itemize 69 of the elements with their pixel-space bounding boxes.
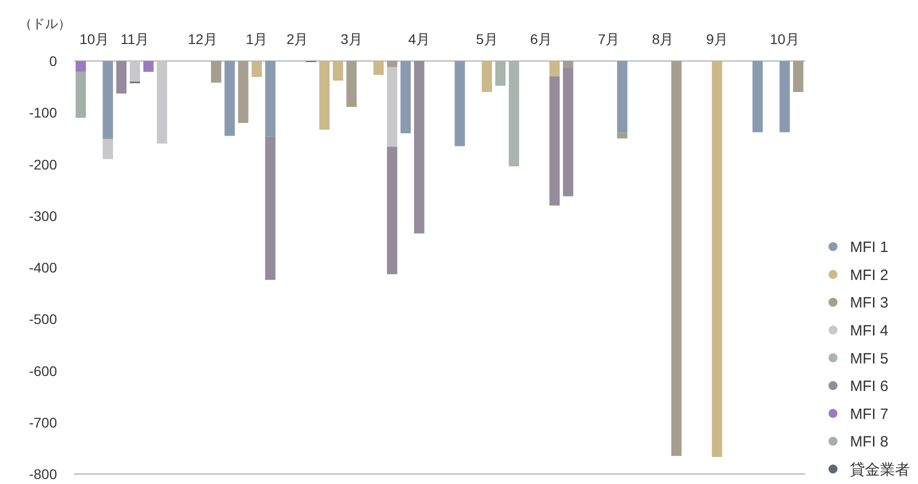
legend-label: MFI 5	[850, 350, 888, 368]
legend-label: MFI 1	[850, 239, 888, 256]
bar	[482, 61, 492, 92]
y-axis-title: （ドル）	[19, 16, 71, 31]
bar	[224, 61, 235, 136]
bar	[400, 61, 411, 134]
x-tick-label: 10月	[80, 31, 110, 47]
bar	[265, 61, 276, 137]
bar	[116, 61, 127, 94]
bar	[617, 61, 628, 133]
y-tick-label: -600	[28, 362, 58, 379]
y-tick-label: -800	[28, 466, 58, 482]
x-tick-label: 2月	[286, 31, 308, 47]
y-tick-label: -400	[28, 260, 58, 276]
x-tick-label: 6月	[530, 31, 552, 47]
bar	[143, 61, 154, 72]
bar	[102, 61, 113, 139]
legend-label: MFI 6	[850, 378, 888, 396]
y-tick-label: -100	[28, 104, 58, 121]
bar	[319, 61, 330, 130]
y-tick-label: -300	[28, 208, 58, 224]
bar	[454, 61, 465, 146]
x-tick-label: 5月	[476, 31, 498, 47]
x-tick-label: 10月	[770, 31, 800, 47]
bar	[386, 146, 398, 274]
bar	[252, 61, 262, 78]
x-tick-label: 7月	[598, 31, 620, 47]
bar	[238, 61, 248, 123]
legend-label: MFI 3	[850, 294, 888, 312]
bar	[210, 61, 222, 83]
bar	[752, 61, 763, 132]
bar	[549, 76, 560, 206]
bar	[76, 61, 86, 72]
legend-label: MFI 8	[850, 434, 888, 451]
bar	[780, 61, 790, 132]
x-tick-label: 8月	[652, 31, 674, 47]
legend-label: MFI 4	[850, 322, 888, 340]
y-tick-label: -200	[28, 156, 58, 172]
bar	[373, 61, 384, 75]
bar	[495, 61, 506, 86]
bar	[386, 61, 398, 68]
y-tick-label: -700	[28, 414, 58, 430]
bar	[414, 61, 424, 234]
bar	[102, 138, 113, 160]
x-tick-label: 9月	[706, 31, 728, 47]
y-tick-label: 0	[49, 53, 58, 69]
legend-label: MFI 7	[850, 406, 888, 423]
bar	[671, 61, 682, 456]
bar	[346, 61, 357, 107]
bar	[712, 61, 722, 457]
bar	[130, 61, 140, 82]
x-tick-label: 11月	[120, 31, 150, 47]
bar	[265, 136, 276, 280]
x-tick-label: 4月	[408, 31, 430, 47]
bar	[332, 61, 344, 81]
bar	[562, 61, 574, 68]
bar	[156, 61, 168, 144]
x-tick-label: 3月	[340, 31, 362, 47]
x-tick-label: 12月	[188, 31, 218, 47]
bar	[549, 61, 560, 76]
bar	[562, 67, 574, 196]
x-tick-label: 1月	[246, 31, 268, 47]
legend-label: 貸金業者	[850, 462, 910, 478]
bar	[793, 61, 804, 92]
bar	[617, 132, 628, 138]
legend-label: MFI 2	[850, 266, 888, 284]
bar	[386, 67, 398, 147]
y-tick-label: -500	[28, 311, 58, 328]
bar	[508, 61, 520, 166]
